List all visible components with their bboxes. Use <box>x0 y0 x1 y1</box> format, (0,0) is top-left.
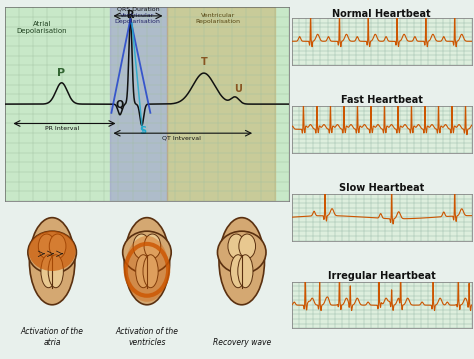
Ellipse shape <box>29 218 75 305</box>
Ellipse shape <box>38 234 55 258</box>
Text: Recovery wave: Recovery wave <box>213 337 271 346</box>
Ellipse shape <box>218 231 266 274</box>
Text: Normal Heartbeat: Normal Heartbeat <box>332 9 431 19</box>
Ellipse shape <box>41 255 56 288</box>
Ellipse shape <box>48 255 64 288</box>
Ellipse shape <box>239 234 255 258</box>
Bar <box>167 7 275 201</box>
Ellipse shape <box>125 236 169 302</box>
Ellipse shape <box>228 234 245 258</box>
Text: Irregular Heartbeat: Irregular Heartbeat <box>328 271 436 281</box>
Text: Fast Heartbeat: Fast Heartbeat <box>341 95 422 105</box>
Ellipse shape <box>28 231 76 274</box>
Ellipse shape <box>133 234 150 258</box>
Text: Atrial
Depolarisation: Atrial Depolarisation <box>17 21 67 34</box>
Text: S: S <box>139 126 146 136</box>
Ellipse shape <box>49 234 66 258</box>
Text: P: P <box>57 68 65 78</box>
Ellipse shape <box>219 218 264 305</box>
Ellipse shape <box>28 231 76 271</box>
Ellipse shape <box>136 255 151 288</box>
Text: Ventricular
Repolarisation: Ventricular Repolarisation <box>196 13 240 24</box>
Ellipse shape <box>143 255 158 288</box>
Text: PR Interval: PR Interval <box>45 126 79 131</box>
Text: T: T <box>201 57 207 67</box>
Text: U: U <box>235 84 242 93</box>
Text: Activation of the
atria: Activation of the atria <box>21 327 83 346</box>
Ellipse shape <box>238 255 253 288</box>
Text: Q: Q <box>115 99 123 109</box>
Text: Slow Heartbeat: Slow Heartbeat <box>339 183 424 193</box>
Ellipse shape <box>123 231 171 274</box>
Text: R: R <box>127 10 134 20</box>
Text: Activation of the
ventricles: Activation of the ventricles <box>116 327 178 346</box>
Text: Ventricular
Depolarisation: Ventricular Depolarisation <box>114 13 160 24</box>
Text: QRS Duration: QRS Duration <box>117 7 160 12</box>
Ellipse shape <box>124 218 170 305</box>
Text: QT Intverval: QT Intverval <box>162 136 201 141</box>
Bar <box>110 7 167 201</box>
Ellipse shape <box>144 234 161 258</box>
Ellipse shape <box>230 255 246 288</box>
